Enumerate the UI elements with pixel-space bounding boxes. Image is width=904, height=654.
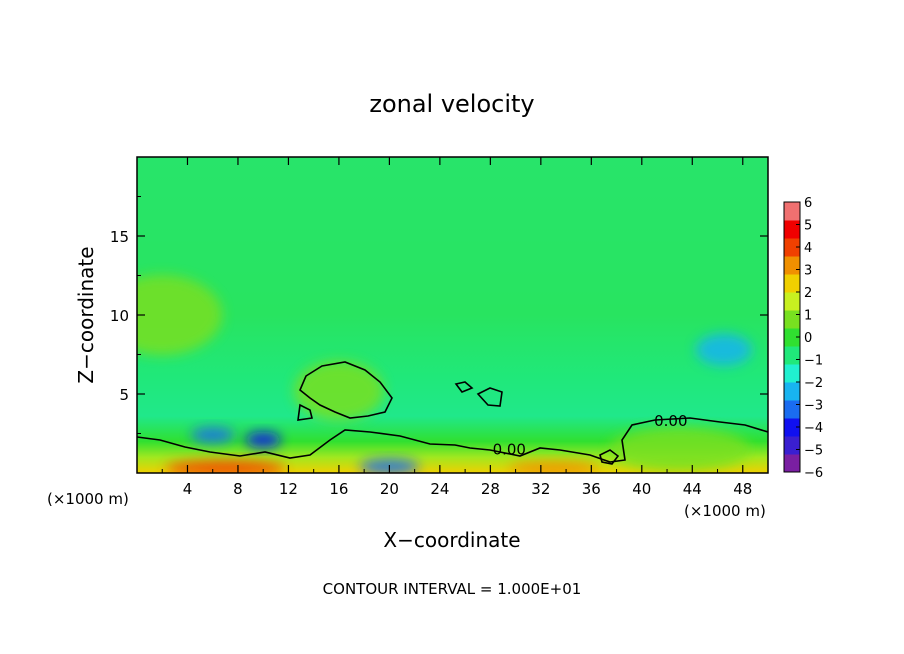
x-tick-label: 44 (683, 480, 702, 498)
colorbar-segment (784, 400, 800, 419)
x-unit-left: (×1000 m) (47, 490, 129, 508)
colorbar-segment (784, 220, 800, 239)
contour-cell-16b (297, 403, 313, 421)
velocity-region (165, 460, 286, 473)
velocity-region (293, 360, 384, 421)
colorbar-tick-label: −4 (804, 421, 823, 436)
plot-area (137, 157, 768, 473)
zero-contours (137, 361, 768, 465)
velocity-region (508, 461, 599, 473)
colorbar-segment (784, 436, 800, 455)
contour-cell-27 (454, 381, 474, 393)
chart-title: zonal velocity (369, 90, 534, 118)
contour-cell-37 (599, 449, 620, 465)
contour-line-low (137, 417, 768, 463)
x-tick-label: 40 (632, 480, 651, 498)
x-tick-label: 20 (380, 480, 399, 498)
colorbar-tick-label: 3 (804, 264, 812, 279)
x-tick-label: 8 (233, 480, 243, 498)
velocity-regions (137, 275, 752, 473)
x-tick-label: 16 (329, 480, 348, 498)
colorbar-tick-label: −5 (804, 444, 823, 459)
colorbar-segment (784, 202, 800, 221)
velocity-region (609, 427, 750, 472)
contour-cell-29 (476, 387, 503, 407)
y-tick-label: 5 (119, 386, 129, 404)
colorbar-segment (784, 454, 800, 473)
colorbar-tick-label: 2 (804, 286, 812, 301)
colorbar: 6 5 4 3 2 1 0 −1 −2 −3 −4 −5 −6 (783, 196, 823, 481)
y-axis: 5 10 15 (110, 196, 768, 434)
colorbar-segment (784, 238, 800, 257)
y-tick-label: 15 (110, 228, 129, 246)
colorbar-tick-label: 0 (804, 331, 812, 346)
colorbar-tick-label: −2 (804, 376, 823, 391)
x-tick-label: 28 (481, 480, 500, 498)
x-axis: 4 8 12 16 20 24 28 32 36 40 44 48 (161, 157, 752, 498)
x-tick-label: 48 (733, 480, 752, 498)
contour-labels: 0.00 0.00 (493, 412, 688, 458)
colorbar-segment (784, 274, 800, 293)
colorbar-segment (784, 364, 800, 383)
colorbar-tick-label: 6 (804, 196, 812, 211)
colorbar-segment (784, 346, 800, 365)
velocity-region (695, 333, 752, 366)
x-tick-label: 24 (430, 480, 449, 498)
colorbar-tick-label: 5 (804, 219, 812, 234)
colorbar-tick-label: −6 (804, 466, 823, 481)
x-tick-label: 32 (531, 480, 550, 498)
colorbar-segment (784, 382, 800, 401)
colorbar-tick-label: 4 (804, 241, 812, 256)
y-tick-label: 10 (110, 307, 129, 325)
contour-cell-16 (299, 361, 393, 419)
x-tick-label: 12 (279, 480, 298, 498)
contour-label: 0.00 (654, 412, 687, 430)
contour-interval-note: CONTOUR INTERVAL = 1.000E+01 (323, 580, 582, 598)
velocity-region (137, 275, 223, 355)
x-tick-label: 36 (582, 480, 601, 498)
colorbar-segment (784, 310, 800, 329)
x-unit-right: (×1000 m) (684, 502, 766, 520)
x-axis-label: X−coordinate (383, 528, 520, 552)
colorbar-segment (784, 328, 800, 347)
y-axis-label: Z−coordinate (74, 246, 98, 383)
colorbar-segment (784, 256, 800, 275)
colorbar-segment (784, 418, 800, 437)
colorbar-tick-label: 1 (804, 309, 812, 324)
contour-label: 0.00 (493, 440, 526, 458)
velocity-region (190, 427, 235, 444)
x-tick-label: 4 (183, 480, 193, 498)
colorbar-segment (784, 292, 800, 311)
colorbar-tick-label: −3 (804, 399, 823, 414)
velocity-region (245, 431, 282, 448)
colorbar-tick-label: −1 (804, 354, 823, 369)
